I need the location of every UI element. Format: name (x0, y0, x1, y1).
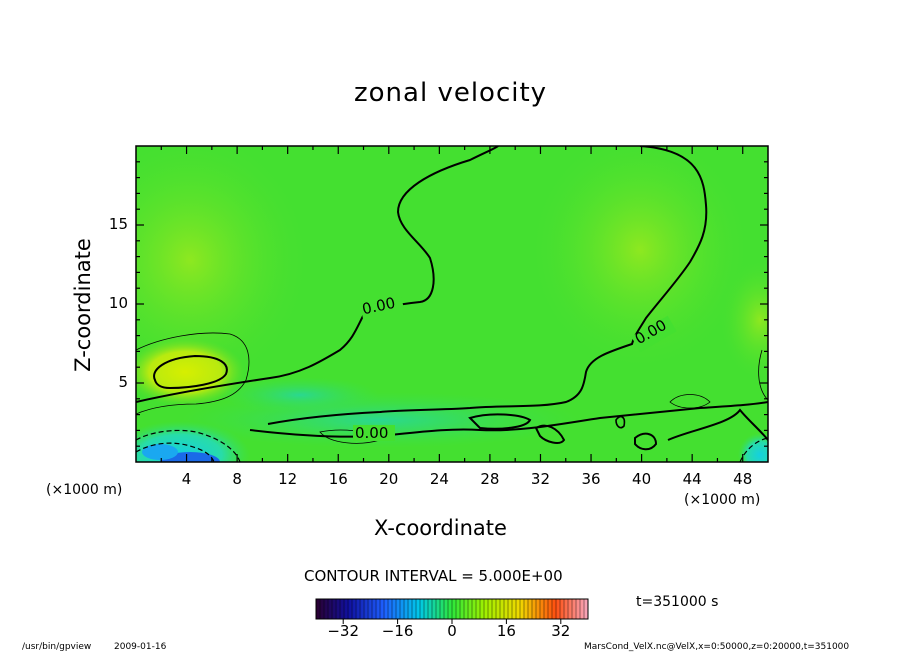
zero-contour-line (468, 413, 532, 430)
footer-date: 2009-01-16 (114, 642, 167, 652)
footer-program: /usr/bin/gpview (22, 642, 92, 652)
y-tick-marks (136, 161, 768, 447)
zero-contour-line (136, 146, 499, 403)
time-label: t=351000 s (636, 594, 719, 610)
x-tick-label: 48 (733, 470, 753, 488)
x-tick-label: 24 (429, 470, 449, 488)
colorbar-tick-label: 0 (447, 622, 457, 640)
colorbar-tick-label: −32 (327, 622, 360, 640)
positive-contour-line (136, 332, 250, 415)
zero-contour-line (534, 424, 566, 444)
velocity-field (136, 146, 768, 462)
y-tick-label: 15 (108, 215, 128, 233)
positive-contour-line (669, 394, 711, 409)
colorbar-stripes (319, 599, 585, 619)
x-tick-label: 44 (682, 470, 702, 488)
x-tick-marks (160, 146, 744, 462)
x-axis-title: X-coordinate (374, 516, 507, 540)
chart-title: zonal velocity (354, 78, 548, 108)
zero-contour-line (667, 408, 768, 441)
y-unit-label: (×1000 m) (46, 482, 123, 498)
colorbar-tick-label: 32 (551, 622, 571, 640)
zero-contour-line (267, 146, 708, 425)
colorbar-tick-marks (342, 619, 562, 624)
footer-source: MarsCond_VelX.nc@VelX,x=0:50000,z=0:2000… (584, 642, 850, 652)
zero-contour-line (153, 354, 228, 390)
x-tick-label: 16 (328, 470, 348, 488)
x-tick-label: 8 (232, 470, 242, 488)
x-tick-label: 32 (530, 470, 551, 488)
positive-contour-line (758, 349, 768, 401)
y-tick-label: 5 (118, 373, 128, 391)
x-tick-label: 28 (480, 470, 500, 488)
colorbar-tick-label: −16 (381, 622, 414, 640)
negative-contour-line (136, 429, 241, 462)
negative-contour-line (739, 437, 768, 462)
x-tick-label: 12 (278, 470, 298, 488)
x-tick-label: 40 (632, 470, 652, 488)
x-tick-label: 36 (581, 470, 601, 488)
zero-contour-line (634, 432, 658, 451)
x-tick-label: 4 (181, 470, 192, 488)
contour-interval-text: CONTOUR INTERVAL = 5.000E+00 (304, 567, 563, 585)
x-tick-label: 20 (379, 470, 399, 488)
colorbar-tick-label: 16 (496, 622, 516, 640)
y-tick-label: 10 (108, 294, 128, 312)
contour-label: 0.00 (355, 424, 389, 442)
zero-contour-line (615, 415, 626, 429)
x-unit-label: (×1000 m) (684, 492, 761, 508)
